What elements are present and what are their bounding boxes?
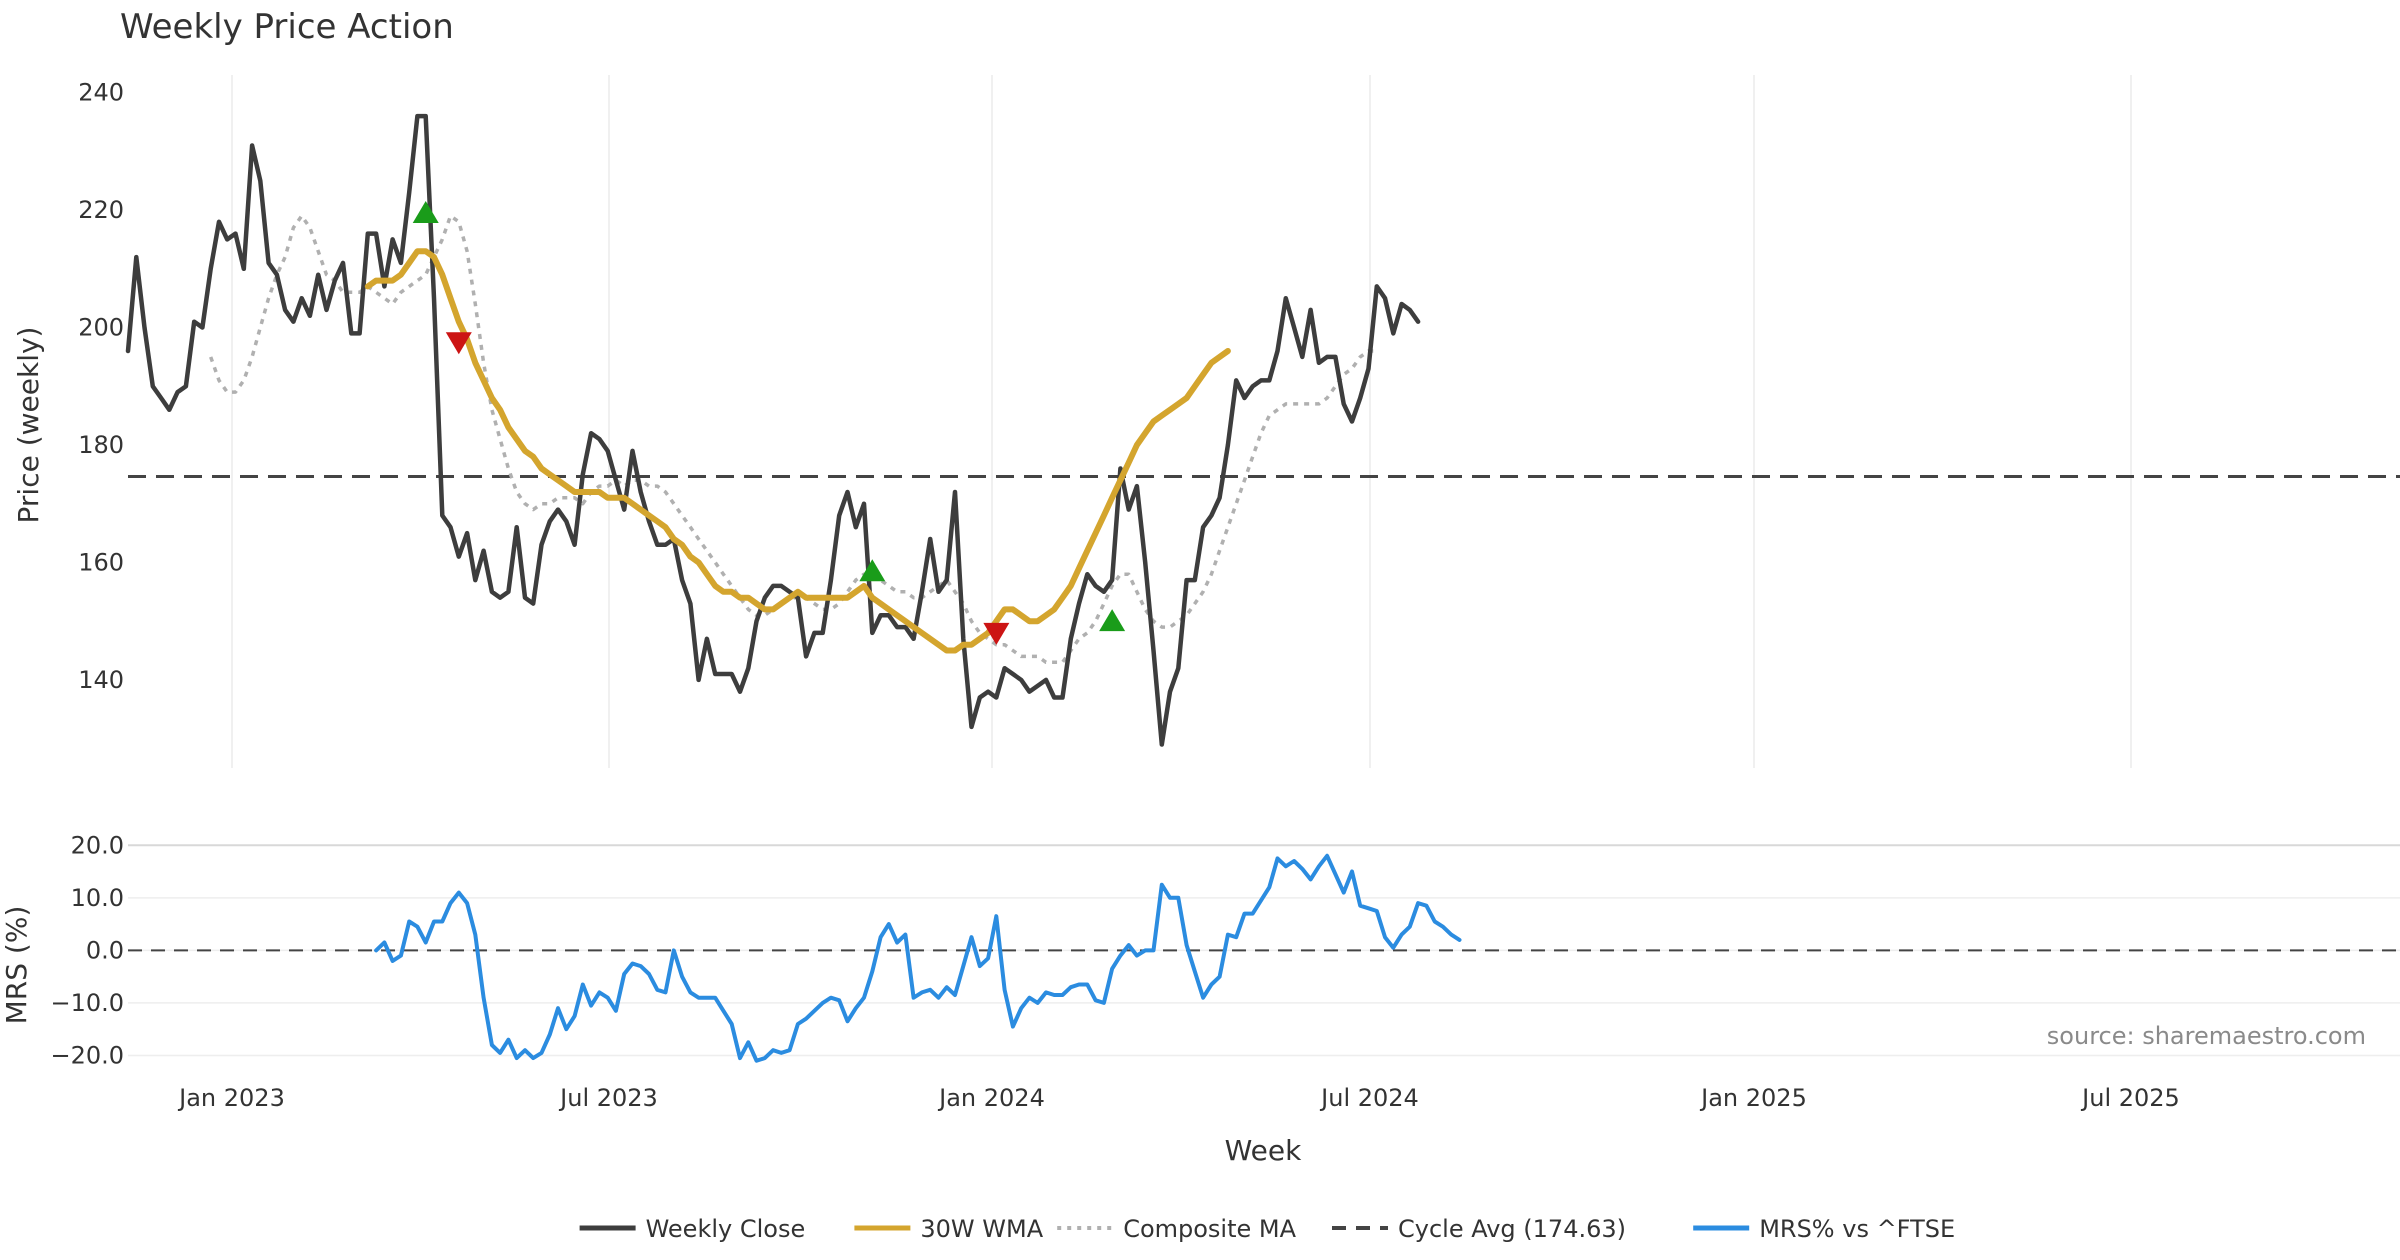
weekly-close-line xyxy=(125,113,1421,747)
chart-title: Weekly Price Action xyxy=(120,7,454,47)
mrs-y-axis-label: MRS (%) xyxy=(0,906,33,1025)
x-axis-label: Week xyxy=(1225,1134,1302,1167)
mrs-panel: 20.0 10.0 0.0 −10.0 −20.0 xyxy=(50,831,2400,1069)
legend-label: Composite MA xyxy=(1123,1215,1296,1243)
x-tick-labels: Jan 2023 Jul 2023 Jan 2024 Jul 2024 Jan 2025… xyxy=(177,1084,2180,1112)
price-y-tick-label: 180 xyxy=(78,431,124,459)
sell-signal-marker xyxy=(445,332,472,355)
mrs-y-tick-label: 0.0 xyxy=(86,936,124,964)
legend: Weekly Close 30W WMA Composite MA Cycle Avg… xyxy=(579,1215,1955,1243)
legend-entry: MRS% vs ^FTSE xyxy=(1693,1215,1955,1243)
price-y-tick-label: 240 xyxy=(78,79,124,107)
x-tick-label: Jul 2024 xyxy=(1319,1084,1419,1112)
x-tick-label: Jan 2025 xyxy=(1699,1084,1807,1112)
mrs-y-tick-label: 10.0 xyxy=(71,884,124,912)
buy-signal-marker xyxy=(1099,609,1126,632)
price-y-tick-label: 160 xyxy=(78,548,124,576)
mrs-vs-ftse-line xyxy=(374,853,1462,1063)
legend-label: MRS% vs ^FTSE xyxy=(1759,1215,1955,1243)
mrs-y-tick-label: −20.0 xyxy=(50,1041,124,1069)
grid-layer xyxy=(231,75,2132,768)
price-y-tick-label: 200 xyxy=(78,314,124,342)
legend-entry: Cycle Avg (174.63) xyxy=(1332,1215,1626,1243)
legend-label: Cycle Avg (174.63) xyxy=(1398,1215,1626,1243)
legend-entry: Weekly Close xyxy=(579,1215,806,1243)
legend-entry: 30W WMA xyxy=(854,1215,1044,1243)
legend-entry: Composite MA xyxy=(1057,1215,1297,1243)
mrs-y-tick-label: 20.0 xyxy=(71,831,124,859)
mrs-y-tick-label: −10.0 xyxy=(50,989,124,1017)
price-y-tick-label: 140 xyxy=(78,666,124,694)
legend-label: Weekly Close xyxy=(646,1215,806,1243)
price-y-axis-label: Price (weekly) xyxy=(12,327,45,524)
price-y-tick-label: 220 xyxy=(78,196,124,224)
x-tick-label: Jul 2025 xyxy=(2080,1084,2180,1112)
30w-wma-line xyxy=(364,248,1231,654)
price-panel: 140 160 180 200 220 240 xyxy=(78,79,2400,747)
source-note: source: sharemaestro.com xyxy=(2047,1022,2366,1050)
buy-signal-marker xyxy=(412,201,439,224)
buy-signal-marker xyxy=(859,559,886,582)
legend-label: 30W WMA xyxy=(920,1215,1043,1243)
x-tick-label: Jan 2024 xyxy=(937,1084,1045,1112)
x-tick-label: Jul 2023 xyxy=(558,1084,658,1112)
x-tick-label: Jan 2023 xyxy=(177,1084,285,1112)
sell-signal-marker xyxy=(983,622,1010,645)
